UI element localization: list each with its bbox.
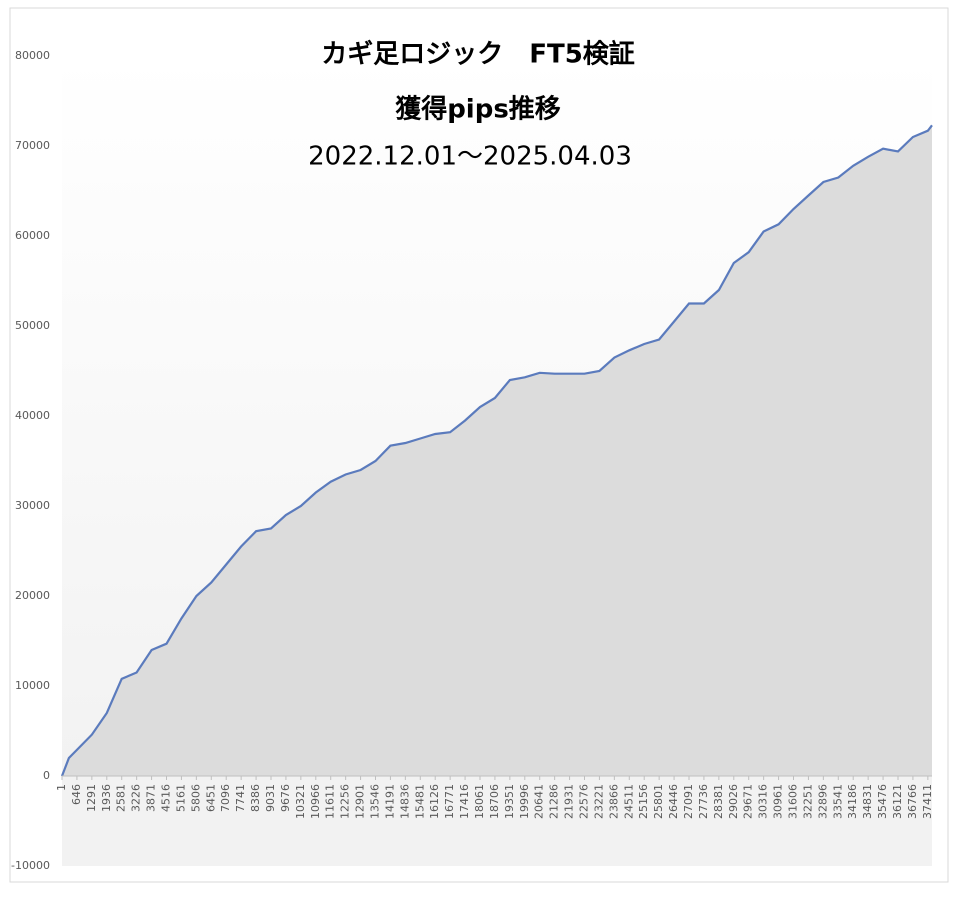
x-tick-label: 6451: [204, 784, 217, 812]
y-tick-label: 30000: [15, 499, 50, 512]
x-tick-label: 27091: [682, 784, 695, 819]
x-tick-label: 31606: [786, 784, 799, 819]
x-tick-label: 32251: [801, 784, 814, 819]
chart-title: カギ足ロジック FT5検証: [321, 39, 635, 70]
y-tick-label: 10000: [15, 679, 50, 692]
x-tick-label: 26446: [667, 784, 680, 819]
x-tick-label: 23221: [592, 784, 605, 819]
x-tick-label: 5161: [174, 784, 187, 812]
y-tick-label: 80000: [15, 49, 50, 62]
x-tick-label: 10321: [294, 784, 307, 819]
x-tick-label: 14191: [383, 784, 396, 819]
x-tick-label: 19996: [518, 784, 531, 819]
y-tick-label: 0: [43, 769, 50, 782]
x-tick-label: 29671: [742, 784, 755, 819]
x-tick-label: 25801: [652, 784, 665, 819]
x-tick-label: 646: [70, 784, 83, 805]
x-tick-label: 18706: [488, 784, 501, 819]
y-tick-label: 50000: [15, 319, 50, 332]
x-tick-label: 4516: [159, 784, 172, 812]
x-tick-label: 5806: [189, 784, 202, 812]
x-tick-label: 30961: [772, 784, 785, 819]
x-tick-label: 9676: [279, 784, 292, 812]
x-tick-label: 34186: [846, 784, 859, 819]
y-tick-label: 20000: [15, 589, 50, 602]
x-tick-label: 12256: [339, 784, 352, 819]
x-tick-label: 24511: [622, 784, 635, 819]
x-tick-label: 9031: [264, 784, 277, 812]
x-tick-label: 17416: [458, 784, 471, 819]
x-tick-label: 30316: [757, 784, 770, 819]
x-tick-label: 11611: [324, 784, 337, 819]
y-tick-label: 60000: [15, 229, 50, 242]
y-tick-label: -10000: [11, 859, 50, 872]
x-tick-label: 1291: [85, 784, 98, 812]
y-tick-label: 40000: [15, 409, 50, 422]
x-tick-label: 25156: [637, 784, 650, 819]
x-tick-label: 13546: [368, 784, 381, 819]
chart-subtitle: 獲得pips推移: [395, 95, 561, 125]
x-tick-label: 2581: [115, 784, 128, 812]
x-tick-label: 34831: [861, 784, 874, 819]
x-tick-label: 10966: [309, 784, 322, 819]
x-tick-label: 7741: [234, 784, 247, 812]
x-tick-label: 35476: [876, 784, 889, 819]
x-tick-label: 1: [55, 784, 68, 791]
area-fill: [62, 125, 932, 777]
x-tick-label: 22576: [577, 784, 590, 819]
x-tick-label: 28381: [712, 784, 725, 819]
x-tick-label: 27736: [697, 784, 710, 819]
x-tick-label: 15481: [413, 784, 426, 819]
x-tick-label: 36121: [891, 784, 904, 819]
x-tick-label: 19351: [503, 784, 516, 819]
x-tick-label: 21931: [563, 784, 576, 819]
x-tick-label: 1936: [100, 784, 113, 812]
x-tick-label: 37411: [921, 784, 934, 819]
x-tick-label: 8386: [249, 784, 262, 812]
negative-region: [62, 776, 932, 866]
x-tick-label: 12901: [354, 784, 367, 819]
y-tick-label: 70000: [15, 139, 50, 152]
line: [60, 124, 933, 777]
x-tick-label: 16771: [443, 784, 456, 819]
date-range: 2022.12.01～2025.04.03: [308, 142, 632, 172]
x-tick-label: 18061: [473, 784, 486, 819]
x-tick-label: 20641: [533, 784, 546, 819]
x-tick-label: 29026: [727, 784, 740, 819]
x-tick-label: 32896: [816, 784, 829, 819]
x-tick-label: 7096: [219, 784, 232, 812]
x-tick-label: 16126: [428, 784, 441, 819]
x-tick-label: 14836: [398, 784, 411, 819]
x-tick-label: 3871: [145, 784, 158, 812]
x-tick-label: 33541: [831, 784, 844, 819]
x-tick-label: 21286: [548, 784, 561, 819]
x-tick-label: 36766: [906, 784, 919, 819]
x-tick-label: 3226: [130, 784, 143, 812]
x-tick-label: 23866: [607, 784, 620, 819]
